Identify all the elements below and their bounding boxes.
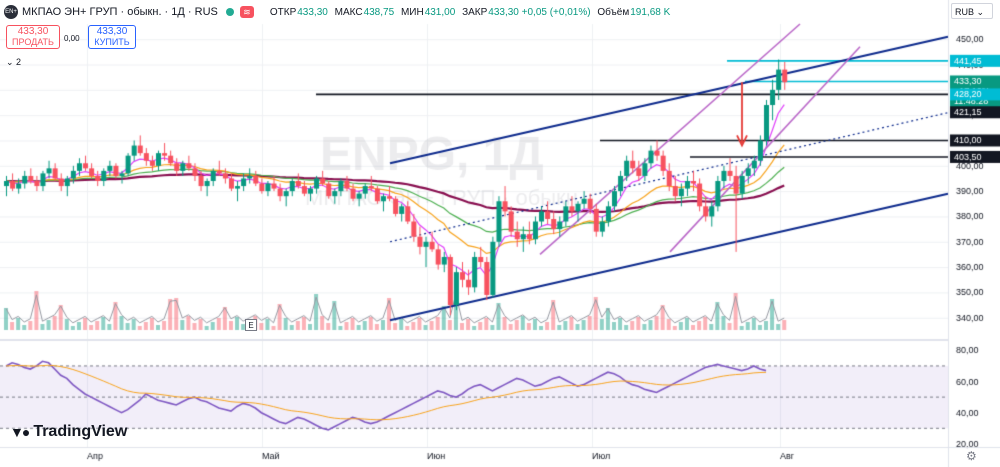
symbol-title[interactable]: МКПАО ЭН+ ГРУП · обыкн. · 1Д · RUS <box>22 6 218 18</box>
sell-label: ПРОДАТЬ <box>12 37 54 47</box>
symbol-logo[interactable]: EN+ <box>4 5 18 19</box>
buy-label: КУПИТЬ <box>94 37 130 47</box>
chart-header: EN+ МКПАО ЭН+ ГРУП · обыкн. · 1Д · RUS ≋… <box>0 0 948 24</box>
sell-button[interactable]: 433,30 ПРОДАТЬ <box>6 25 60 49</box>
buy-button[interactable]: 433,30 КУПИТЬ <box>88 25 136 49</box>
earnings-marker[interactable]: E <box>245 319 257 331</box>
ohlc-readout: ОТКР433,30 МАКС438,75 МИН431,00 ЗАКР433,… <box>269 6 671 18</box>
delayed-data-icon[interactable]: ≋ <box>239 6 254 18</box>
tradingview-logo[interactable]: ▼● TradingView <box>10 423 128 440</box>
sell-price: 433,30 <box>17 26 49 37</box>
tradingview-mark-icon: ▼● <box>10 424 30 440</box>
indicators-toggle[interactable]: ⌄ 2 <box>6 57 22 67</box>
currency-selector[interactable]: RUB ⌄ <box>951 3 993 19</box>
market-open-dot-icon <box>225 8 234 16</box>
spread-value: 0,00 <box>64 34 80 43</box>
gear-icon[interactable]: ⚙ <box>966 449 977 463</box>
buy-price: 433,30 <box>96 26 128 37</box>
